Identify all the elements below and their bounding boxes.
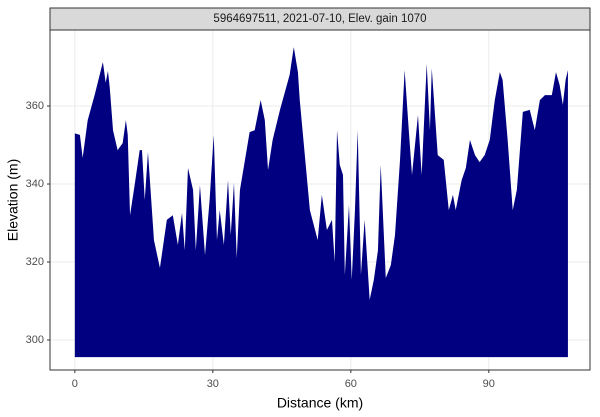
y-tick-label: 320 [26,256,44,268]
chart-title: 5964697511, 2021-07-10, Elev. gain 1070 [213,13,426,25]
x-axis-title: Distance (km) [277,395,363,411]
y-tick-label: 360 [26,100,44,112]
y-axis-title: Elevation (m) [5,159,21,241]
y-tick-label: 300 [26,334,44,346]
x-tick-label: 60 [345,378,357,390]
x-tick-label: 0 [72,378,78,390]
plot-border [49,29,591,371]
y-tick-label: 340 [26,178,44,190]
x-tick-label: 90 [483,378,495,390]
elevation-area [74,47,568,358]
x-tick-label: 30 [207,378,219,390]
